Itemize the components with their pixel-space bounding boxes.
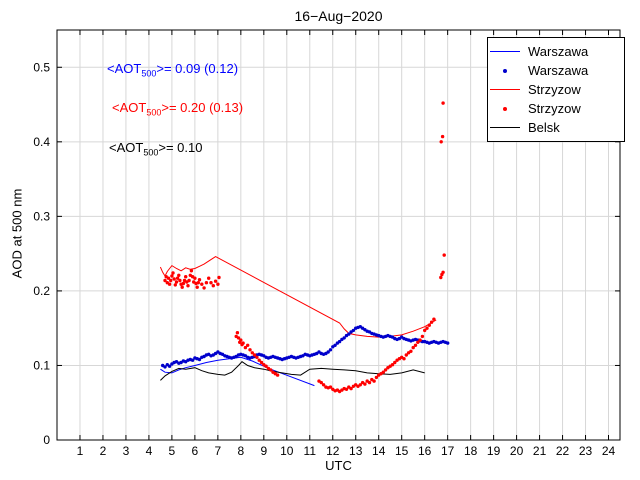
legend-label: Warszawa: [528, 44, 589, 59]
annotation-warszawa-mean: <AOT500>= 0.09 (0.12): [107, 61, 238, 79]
svg-text:0.5: 0.5: [33, 60, 50, 74]
svg-text:1: 1: [77, 444, 84, 458]
annotation-subscript: 500: [141, 68, 157, 79]
legend-label: Strzyzow: [528, 101, 581, 116]
svg-text:0.1: 0.1: [33, 358, 50, 372]
svg-text:24: 24: [602, 444, 616, 458]
legend-item-strzyzow-dots: Strzyzow: [488, 99, 624, 118]
svg-text:7: 7: [215, 444, 222, 458]
svg-text:8: 8: [237, 444, 244, 458]
legend-label: Warszawa: [528, 63, 589, 78]
svg-text:3: 3: [123, 444, 130, 458]
annotation-value: >= 0.20 (0.13): [161, 100, 244, 115]
svg-text:4: 4: [146, 444, 153, 458]
strzyzow-line-sample-icon: [488, 80, 522, 99]
belsk-line-sample-icon: [488, 118, 522, 137]
x-axis-label: UTC: [325, 458, 352, 473]
legend-label: Strzyzow: [528, 82, 581, 97]
svg-text:18: 18: [464, 444, 478, 458]
annotation-subscript: 500: [143, 147, 159, 158]
legend: Warszawa Warszawa Strzyzow Strzyzow Bels…: [487, 37, 625, 142]
svg-text:21: 21: [533, 444, 547, 458]
y-axis-label: AOD at 500 nm: [9, 188, 25, 279]
legend-label: Belsk: [528, 120, 560, 135]
svg-text:13: 13: [349, 444, 363, 458]
annotation-strzyzow-mean: <AOT500>= 0.20 (0.13): [112, 100, 243, 118]
legend-item-warszawa-line: Warszawa: [488, 42, 624, 61]
legend-item-strzyzow-line: Strzyzow: [488, 80, 624, 99]
svg-text:20: 20: [510, 444, 524, 458]
svg-text:16: 16: [418, 444, 432, 458]
warszawa-dot-sample-icon: [488, 61, 522, 80]
svg-text:14: 14: [372, 444, 386, 458]
annotation-value: >= 0.09 (0.12): [156, 61, 239, 76]
svg-text:12: 12: [326, 444, 340, 458]
svg-text:0: 0: [43, 433, 50, 447]
svg-text:6: 6: [192, 444, 199, 458]
svg-text:0.2: 0.2: [33, 284, 50, 298]
annotation-prefix: <AOT: [109, 140, 144, 155]
svg-text:2: 2: [100, 444, 107, 458]
svg-text:0.3: 0.3: [33, 209, 50, 223]
svg-text:17: 17: [441, 444, 455, 458]
svg-text:9: 9: [260, 444, 267, 458]
annotation-belsk-mean: <AOT500>= 0.10: [109, 140, 202, 158]
svg-text:23: 23: [579, 444, 593, 458]
svg-text:11: 11: [304, 444, 317, 458]
annotation-prefix: <AOT: [107, 61, 142, 76]
svg-text:5: 5: [169, 444, 176, 458]
warszawa-line-sample-icon: [488, 42, 522, 61]
svg-text:22: 22: [556, 444, 570, 458]
annotation-prefix: <AOT: [112, 100, 147, 115]
svg-text:15: 15: [395, 444, 409, 458]
svg-text:10: 10: [280, 444, 294, 458]
strzyzow-dot-sample-icon: [488, 99, 522, 118]
legend-item-belsk-line: Belsk: [488, 118, 624, 137]
legend-item-warszawa-dots: Warszawa: [488, 61, 624, 80]
chart-title: 16−Aug−2020: [294, 8, 383, 24]
annotation-value: >= 0.10: [158, 140, 203, 155]
svg-text:19: 19: [487, 444, 501, 458]
svg-text:0.4: 0.4: [33, 135, 50, 149]
annotation-subscript: 500: [146, 107, 162, 118]
